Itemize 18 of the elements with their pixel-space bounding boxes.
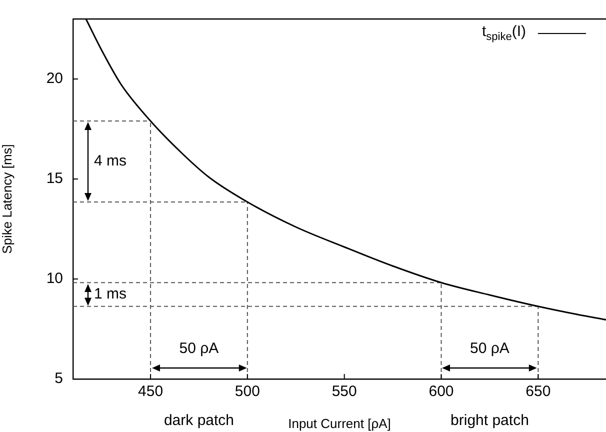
x-tick-label: 500 xyxy=(234,383,260,400)
legend-label: t$_{spike}$(I) xyxy=(482,23,526,43)
text: bright patch xyxy=(450,412,529,430)
x-axis-title: Input Current [ρA] xyxy=(288,416,391,431)
y-tick-label: 5 xyxy=(54,370,63,388)
annotation: 4 ms xyxy=(94,152,127,170)
x-tick-label: 550 xyxy=(332,383,357,400)
y-tick-label: 10 xyxy=(46,270,63,288)
y-tick-label: 20 xyxy=(46,70,63,88)
annotation: 1 ms xyxy=(94,286,127,303)
annotation: 50 ρA xyxy=(470,340,510,358)
y-axis-title: Spike Latency [ms] xyxy=(0,144,14,254)
x-tick-label: 450 xyxy=(138,383,164,400)
text: dark patch xyxy=(164,412,234,430)
x-tick-label: 650 xyxy=(526,383,551,400)
annotation: 50 ρA xyxy=(179,340,219,358)
y-tick-label: 15 xyxy=(46,170,63,188)
x-tick-label: 600 xyxy=(428,383,454,400)
